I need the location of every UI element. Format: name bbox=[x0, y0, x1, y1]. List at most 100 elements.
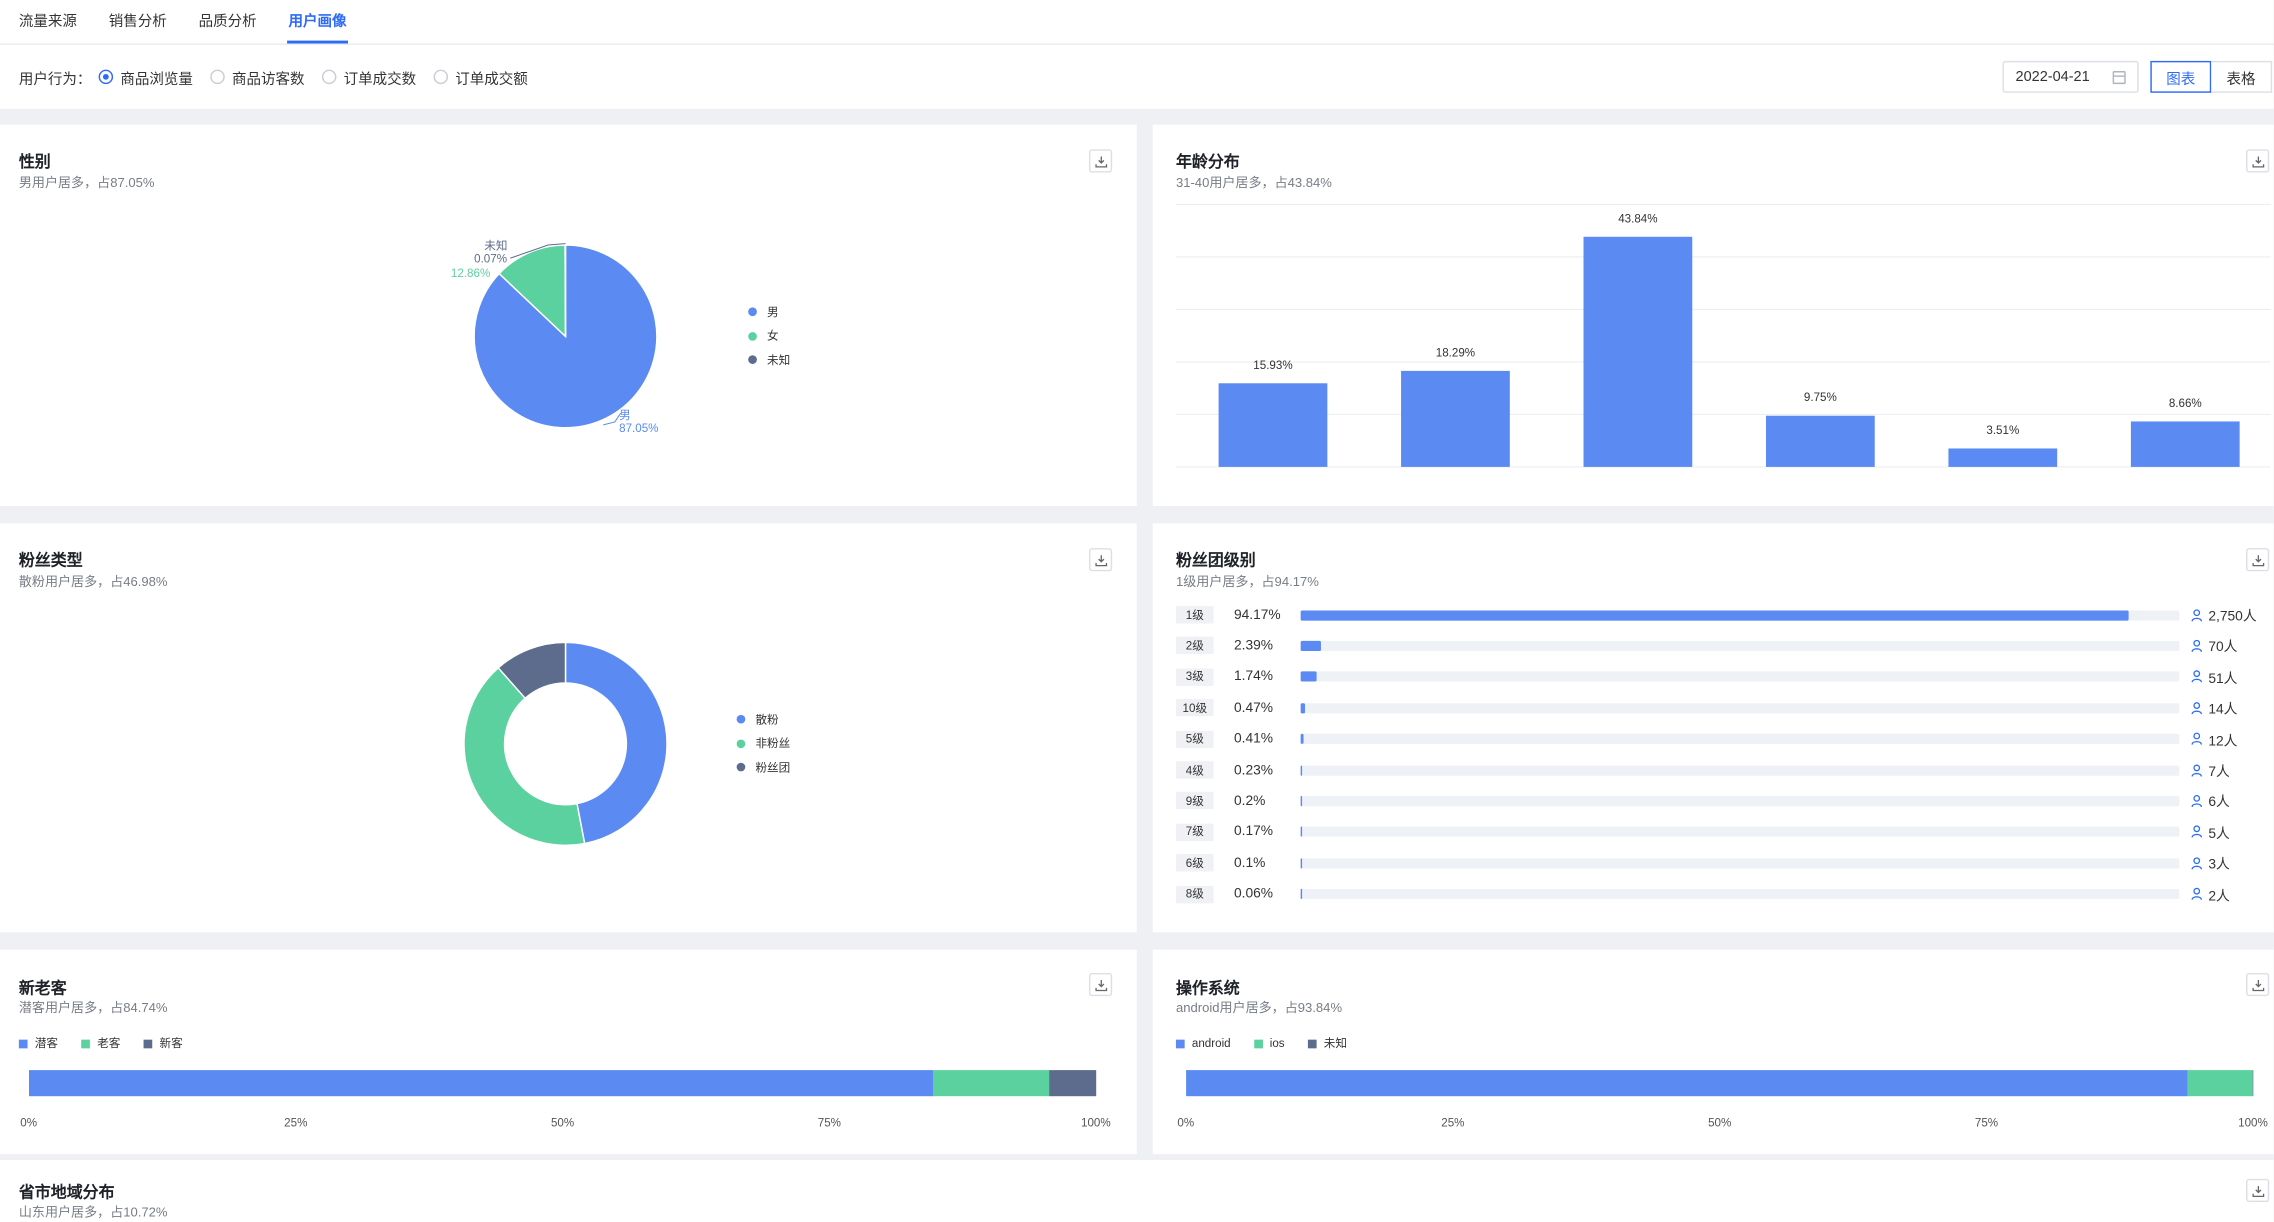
level-tag: 1级 bbox=[1175, 606, 1214, 624]
person-icon bbox=[2191, 639, 2203, 652]
download-button[interactable] bbox=[1088, 972, 1113, 997]
download-button[interactable] bbox=[1088, 149, 1113, 173]
level-count-value: 3人 bbox=[2208, 857, 2230, 874]
fan-level-row: 2级 2.39% 70人 bbox=[1175, 636, 2274, 656]
legend-item-new[interactable]: 新客 bbox=[143, 1035, 183, 1051]
fans-type-legend: 散粉 非粉丝 粉丝团 bbox=[736, 708, 791, 780]
os-legend: android ios 未知 bbox=[1175, 1035, 1370, 1051]
stack-segment-2[interactable] bbox=[2252, 1070, 2254, 1097]
level-bar-fill bbox=[1300, 764, 1303, 776]
user-behavior-label: 用户行为： bbox=[18, 71, 92, 88]
table-view-button[interactable]: 表格 bbox=[2211, 60, 2273, 93]
card-subtitle: 31-40用户居多，占43.84% bbox=[1175, 175, 1332, 190]
download-button[interactable] bbox=[1088, 548, 1113, 572]
tab-quality-analysis[interactable]: 品质分析 bbox=[198, 14, 257, 31]
stack-segment-1[interactable] bbox=[933, 1070, 1050, 1097]
level-percent: 2.39% bbox=[1233, 637, 1274, 654]
age-bar[interactable] bbox=[1583, 236, 1693, 467]
tab-sales-analysis[interactable]: 销售分析 bbox=[108, 14, 167, 31]
radio-label: 订单成交额 bbox=[455, 71, 528, 88]
fan-level-card: 粉丝团级别 1级用户居多，占94.17% 1级 94.17% 2,750人 2级 2.3… bbox=[1152, 523, 2274, 933]
person-icon bbox=[2191, 732, 2203, 745]
fan-level-row: 3级 1.74% 51人 bbox=[1175, 667, 2274, 687]
pie-label-female-pct: 12.86% bbox=[451, 267, 490, 280]
calendar-icon bbox=[2112, 71, 2126, 85]
person-icon bbox=[2191, 608, 2203, 621]
gender-pie-slice-1[interactable] bbox=[498, 244, 567, 339]
level-tag: 9级 bbox=[1175, 792, 1214, 810]
level-count-value: 12人 bbox=[2208, 733, 2238, 750]
os-card: 操作系统 android用户居多，占93.84% android ios 未知 … bbox=[1152, 949, 2274, 1155]
download-button[interactable] bbox=[2246, 1178, 2270, 1203]
level-bar-track bbox=[1300, 733, 2180, 744]
legend-item-unknown[interactable]: 未知 bbox=[748, 348, 790, 372]
fan-level-row: 9级 0.2% 6人 bbox=[1175, 791, 2274, 811]
download-icon bbox=[1095, 980, 1108, 992]
download-button[interactable] bbox=[2246, 548, 2270, 572]
level-bar-fill bbox=[1300, 702, 1305, 713]
chart-view-button[interactable]: 图表 bbox=[2150, 60, 2212, 93]
level-bar-fill bbox=[1300, 857, 1303, 869]
person-icon bbox=[2191, 670, 2203, 683]
level-bar-track bbox=[1300, 702, 2180, 713]
legend-swatch bbox=[748, 307, 757, 317]
legend-item-male[interactable]: 男 bbox=[748, 300, 790, 324]
radio-dot-icon bbox=[321, 69, 337, 85]
legend-item-casual-fans[interactable]: 散粉 bbox=[736, 708, 791, 732]
stack-segment-0[interactable] bbox=[29, 1070, 934, 1097]
level-bar-track bbox=[1300, 857, 2180, 869]
stack-segment-1[interactable] bbox=[2187, 1070, 2253, 1097]
level-tag: 10级 bbox=[1175, 699, 1214, 717]
label-leader-line bbox=[510, 243, 566, 259]
radio-order-amount[interactable]: 订单成交额 bbox=[433, 66, 528, 88]
fans-donut-slice-0[interactable] bbox=[564, 641, 668, 845]
radio-label: 订单成交数 bbox=[343, 71, 417, 88]
legend-item-android[interactable]: android bbox=[1175, 1035, 1231, 1051]
legend-swatch bbox=[143, 1038, 153, 1048]
age-bar[interactable] bbox=[1765, 415, 1875, 467]
fan-level-row: 5级 0.41% 12人 bbox=[1175, 729, 2274, 750]
date-picker[interactable]: 2022-04-21 bbox=[2002, 60, 2139, 93]
download-button[interactable] bbox=[2246, 149, 2270, 173]
fans-donut-slice-2[interactable] bbox=[497, 641, 567, 700]
legend-item-returning[interactable]: 老客 bbox=[81, 1035, 120, 1051]
level-count-value: 2,750人 bbox=[2208, 609, 2257, 625]
radio-product-visitors[interactable]: 商品访客数 bbox=[210, 66, 305, 88]
level-bar-fill bbox=[1300, 609, 2129, 620]
legend-label: ios bbox=[1269, 1036, 1285, 1050]
stack-segment-2[interactable] bbox=[1049, 1070, 1097, 1097]
level-count-value: 5人 bbox=[2208, 826, 2230, 843]
radio-product-views[interactable]: 商品浏览量 bbox=[98, 66, 193, 88]
download-button[interactable] bbox=[2246, 972, 2270, 997]
level-tag: 3级 bbox=[1175, 668, 1214, 686]
level-count: 3人 bbox=[2191, 853, 2230, 873]
tab-traffic-source[interactable]: 流量来源 bbox=[18, 14, 77, 31]
level-percent: 0.06% bbox=[1233, 886, 1274, 903]
fans-donut-slice-1[interactable] bbox=[463, 666, 586, 847]
legend-item-fan-club[interactable]: 粉丝团 bbox=[736, 755, 790, 779]
level-bar-fill bbox=[1300, 640, 1322, 651]
legend-label: 散粉 bbox=[755, 713, 779, 727]
legend-item-unknown[interactable]: 未知 bbox=[1307, 1035, 1347, 1051]
level-count: 51人 bbox=[2191, 667, 2237, 687]
age-bar[interactable] bbox=[1218, 383, 1328, 467]
tab-user-profile[interactable]: 用户画像 bbox=[287, 9, 349, 44]
stack-segment-0[interactable] bbox=[1186, 1070, 2188, 1097]
legend-label: 老客 bbox=[97, 1036, 121, 1050]
axis-tick-label: 100% bbox=[1081, 1117, 1111, 1130]
age-bar[interactable] bbox=[1401, 370, 1510, 467]
legend-item-prospects[interactable]: 潜客 bbox=[18, 1035, 58, 1051]
level-tag: 2级 bbox=[1175, 637, 1214, 655]
level-percent: 0.2% bbox=[1233, 792, 1266, 809]
legend-swatch bbox=[736, 763, 746, 772]
legend-item-ios[interactable]: ios bbox=[1253, 1035, 1285, 1051]
legend-item-female[interactable]: 女 bbox=[748, 324, 790, 348]
legend-label: 未知 bbox=[1323, 1036, 1347, 1050]
filter-bar: 用户行为： 商品浏览量 商品访客数 订单成交数 订单成交额 2022-04-21… bbox=[0, 44, 2274, 109]
legend-label: 潜客 bbox=[34, 1036, 58, 1050]
radio-order-count[interactable]: 订单成交数 bbox=[321, 66, 417, 88]
legend-item-non-fans[interactable]: 非粉丝 bbox=[736, 732, 790, 756]
age-bar[interactable] bbox=[1948, 448, 2058, 467]
age-bar[interactable] bbox=[2130, 421, 2240, 467]
level-percent: 0.23% bbox=[1233, 761, 1274, 778]
